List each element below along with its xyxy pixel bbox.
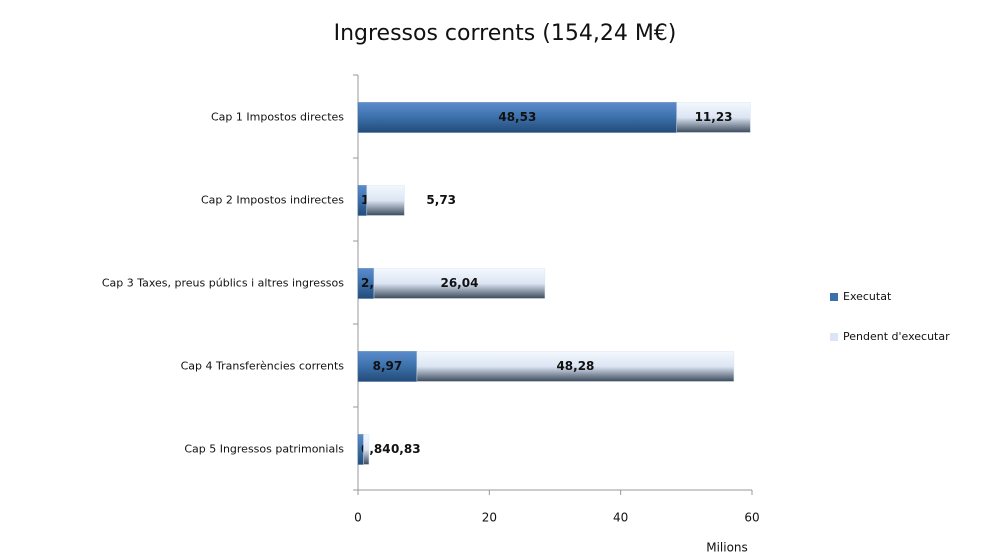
value-label: 11,23	[695, 110, 733, 124]
bar-segment	[366, 185, 405, 216]
value-label: 8,97	[373, 359, 403, 373]
legend-swatch	[830, 333, 838, 341]
value-label: 48,28	[556, 359, 594, 373]
bar-segment	[416, 351, 735, 382]
category-label: Cap 2 Impostos indirectes	[201, 194, 344, 207]
bar-segment	[373, 268, 546, 299]
legend-swatch	[830, 293, 838, 301]
category-label: Cap 1 Impostos directes	[211, 111, 344, 124]
category-label: Cap 5 Ingressos patrimonials	[184, 443, 344, 456]
value-label: 0,83	[391, 442, 421, 456]
bar-segment	[357, 102, 677, 133]
legend-label: Pendent d'executar	[843, 330, 950, 343]
legend-label: Executat	[843, 290, 892, 303]
value-label: 5,73	[426, 193, 456, 207]
category-label: Cap 4 Transferències corrents	[181, 360, 345, 373]
x-tick-label: 40	[613, 511, 628, 525]
bar-segment	[676, 102, 751, 133]
value-label: 26,04	[440, 276, 478, 290]
chart-title: Ingressos corrents (154,24 M€)	[334, 21, 677, 46]
x-tick-label: 20	[482, 511, 497, 525]
category-label: Cap 3 Taxes, preus públics i altres ingr…	[102, 277, 344, 290]
bar-segment	[363, 434, 370, 465]
value-label: 48,53	[498, 110, 536, 124]
x-tick-label: 60	[744, 511, 759, 525]
x-tick-label: 0	[354, 511, 362, 525]
x-axis-label: Milions	[706, 541, 748, 555]
